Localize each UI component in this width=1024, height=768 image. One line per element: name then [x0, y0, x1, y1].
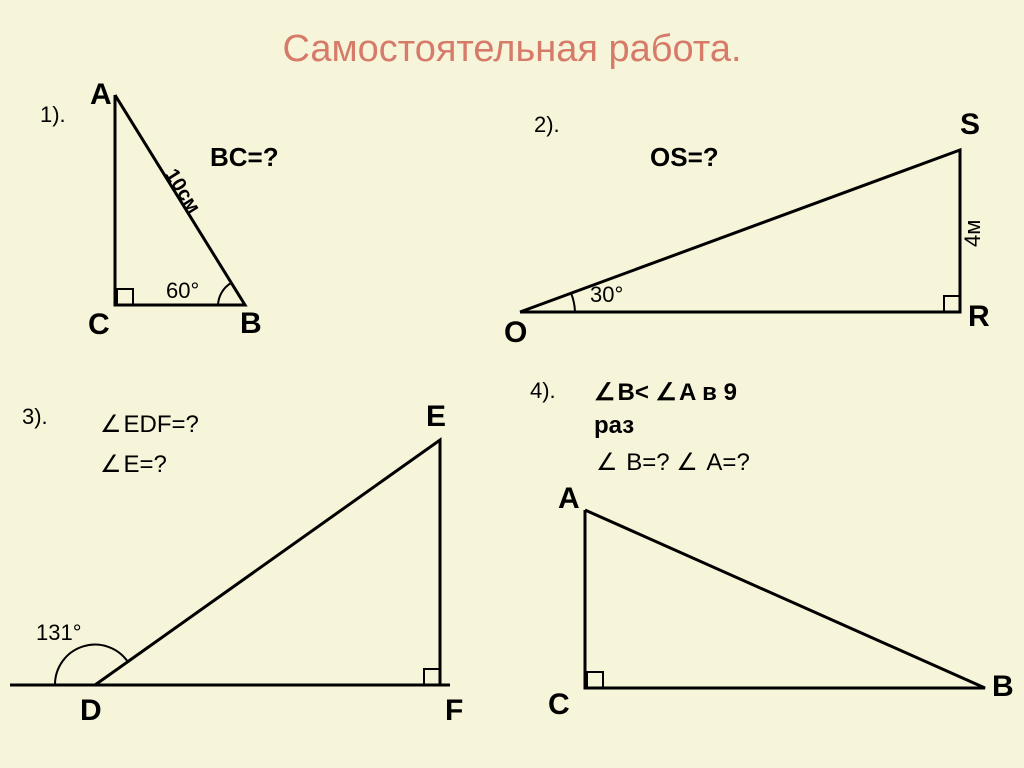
p4-triangle — [0, 0, 1024, 768]
p4-vertex-C: C — [548, 688, 570, 722]
p4-vertex-B: B — [992, 670, 1014, 704]
p4-vertex-A: A — [558, 482, 580, 516]
